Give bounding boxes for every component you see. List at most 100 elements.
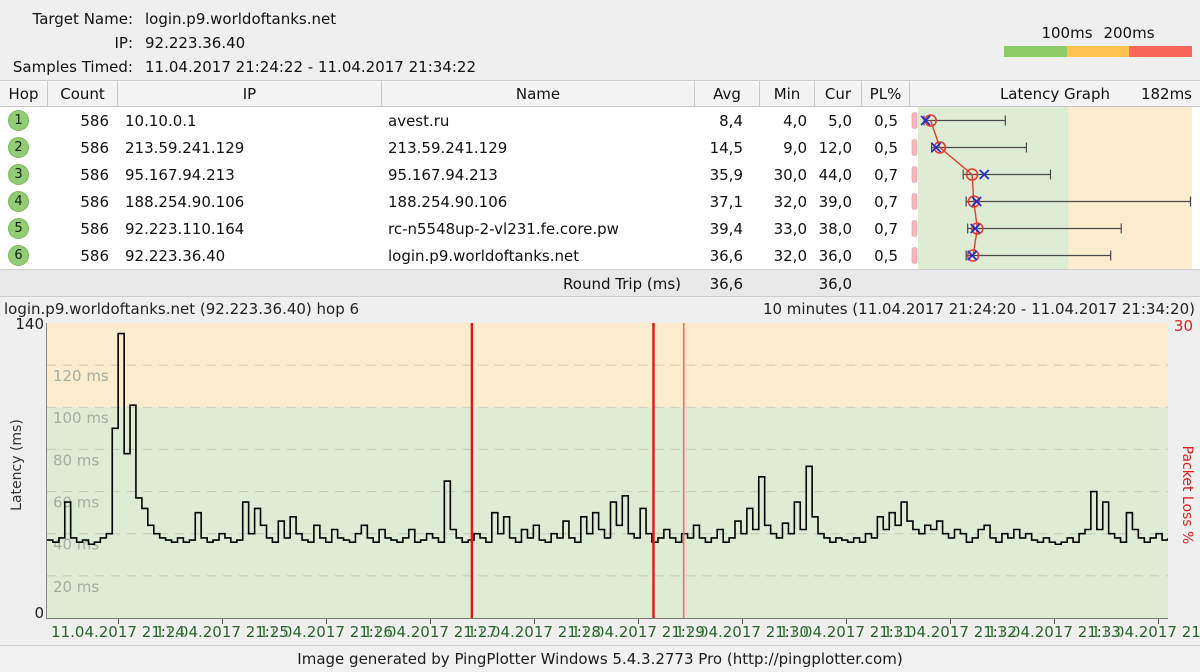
avg-marker-circle [933,141,947,154]
x-axis-label: 11.04.2017 21:29 [571,623,705,641]
x-axis-label: 11.04.2017 21:34 [1091,623,1200,641]
hop-number-badge: 3 [8,164,29,185]
round-trip-label: Round Trip (ms) [563,274,681,293]
x-axis: 11.04.2017 21:3411.04.2017 21:3311.04.20… [0,619,1200,645]
round-trip-cur: 36,0 [818,274,852,293]
x-axis-tick [430,619,431,624]
samples-timed-label: Samples Timed: [12,58,133,76]
cur-cell: 12,0 [818,138,852,157]
latency-color-legend: 100ms 200ms [1004,24,1192,58]
latency-graph-label: Latency Graph [999,84,1111,103]
round-trip-row: Round Trip (ms) 36,6 36,0 [0,269,1200,297]
hop-cell: 3 [0,164,48,185]
ip-cell: 92.223.110.164 [125,219,245,238]
min-cell: 4,0 [783,111,807,130]
packet-loss-cell: 0,7 [874,192,898,211]
packet-loss-axis-title: Packet Loss % [1179,445,1195,545]
min-cell: 32,0 [773,246,807,265]
x-axis-label: 11.04.2017 21:32 [883,623,1017,641]
cur-marker-x [967,250,978,261]
packet-loss-cell: 0,7 [874,165,898,184]
col-header-hop: Hop [0,81,48,106]
packet-loss-axis-max: 30 [1173,317,1193,335]
cur-cell: 36,0 [818,246,852,265]
avg-cell: 8,4 [719,111,743,130]
gridline-label: 120 ms [53,367,109,385]
target-name-row: Target Name: login.p9.worldoftanks.net [0,10,337,30]
legend-red-segment [1129,46,1192,57]
hop-cell: 5 [0,218,48,239]
avg-marker-circle [966,249,980,262]
summary-header: Target Name: login.p9.worldoftanks.net I… [0,0,1200,80]
graph-green-band [918,107,1069,269]
avg-marker-circle [967,195,981,208]
col-header-min: Min [760,81,815,106]
ip-cell: 92.223.36.40 [125,246,226,265]
y-axis-max-label: 140 [15,315,44,333]
ip-row: IP: 92.223.36.40 [0,34,245,54]
x-axis-tick [950,619,951,624]
min-cell: 32,0 [773,192,807,211]
trace-table-header: Hop Count IP Name Avg Min Cur PL% Latenc… [0,81,1200,107]
graph-orange-band [1068,107,1192,269]
count-cell: 586 [80,246,109,265]
x-axis-tick [534,619,535,624]
x-axis-tick [846,619,847,624]
table-row-hop-1: 1 586 10.10.0.1 avest.ru 8,4 4,0 5,0 0,5 [0,107,1200,134]
hop-cell: 4 [0,191,48,212]
chart-title-target: login.p9.worldoftanks.net (92.223.36.40)… [4,300,360,318]
gridline-label: 80 ms [53,451,99,469]
hop-number-badge: 2 [8,137,29,158]
x-axis-tick [222,619,223,624]
gridline-label: 60 ms [53,494,99,512]
hop-number-badge: 4 [8,191,29,212]
x-axis-label: 11.04.2017 21:28 [467,623,601,641]
legend-gradient-bar [1004,46,1192,57]
col-header-ip: IP [118,81,382,106]
x-axis-tick [1054,619,1055,624]
packet-loss-cell: 0,5 [874,111,898,130]
count-cell: 586 [80,111,109,130]
packet-loss-bar [911,220,918,237]
name-cell: 188.254.90.106 [388,192,508,211]
cur-marker-x [971,196,982,207]
x-axis-tick [638,619,639,624]
samples-timed-value: 11.04.2017 21:24:22 - 11.04.2017 21:34:2… [145,58,476,76]
generator-footer: Image generated by PingPlotter Windows 5… [0,645,1200,672]
legend-green-segment [1004,46,1067,57]
ip-cell: 188.254.90.106 [125,192,245,211]
cur-marker-x [979,169,990,180]
hop-latency-graph [911,107,1192,269]
hop-number-badge: 5 [8,218,29,239]
avg-marker-circle [971,222,984,235]
cur-cell: 39,0 [818,192,852,211]
y-axis-title: Latency (ms) [9,419,25,511]
packet-loss-bar [911,112,918,129]
name-cell: 213.59.241.129 [388,138,508,157]
name-cell: rc-n5548up-2-vl231.fe.core.pw [388,219,619,238]
ip-cell: 95.167.94.213 [125,165,235,184]
avg-cell: 37,1 [709,192,743,211]
packet-loss-bar [911,193,918,210]
hop-number-badge: 1 [8,110,29,131]
name-cell: avest.ru [388,111,450,130]
legend-100ms-label: 100ms [1041,24,1093,42]
cur-cell: 44,0 [818,165,852,184]
count-cell: 586 [80,192,109,211]
col-header-avg: Avg [695,81,760,106]
x-axis-tick [326,619,327,624]
cur-marker-x [970,223,981,234]
name-cell: login.p9.worldoftanks.net [388,246,580,265]
x-axis-label: 11.04.2017 21:24 [51,623,185,641]
count-cell: 586 [80,138,109,157]
timeline-chart-section: login.p9.worldoftanks.net (92.223.36.40)… [0,296,1200,645]
packet-loss-bar [911,166,918,183]
x-axis-tick [1158,619,1159,624]
legend-labels: 100ms 200ms [1004,24,1192,42]
col-header-count: Count [48,81,118,106]
ip-cell: 213.59.241.129 [125,138,245,157]
min-cell: 30,0 [773,165,807,184]
cur-marker-x [920,115,931,126]
ip-cell: 10.10.0.1 [125,111,197,130]
avg-cell: 36,6 [709,246,743,265]
